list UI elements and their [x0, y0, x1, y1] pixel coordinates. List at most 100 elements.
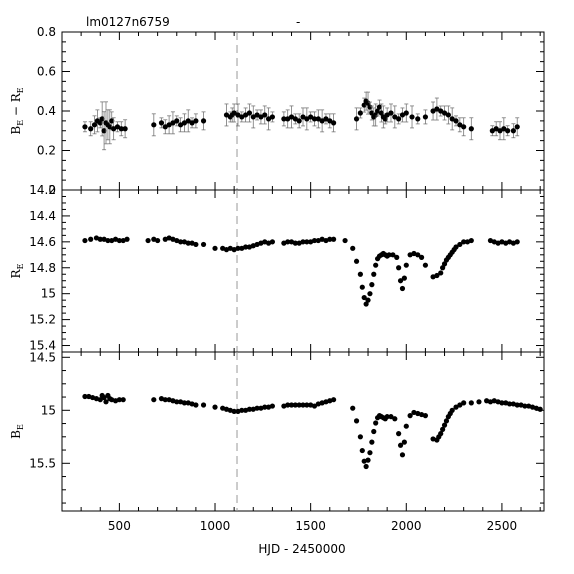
y-tick-label: 15.4: [29, 339, 56, 353]
data-point: [177, 122, 184, 128]
data-point: [114, 124, 121, 130]
data-point: [235, 112, 241, 118]
data-point: [269, 239, 275, 245]
data-point: [461, 124, 467, 130]
data-point: [177, 239, 184, 245]
data-point: [497, 128, 503, 134]
y-tick-label: 0.2: [37, 144, 56, 158]
data-point: [170, 120, 176, 126]
data-point: [350, 405, 356, 411]
data-point: [193, 241, 199, 248]
data-point: [292, 240, 298, 246]
data-point: [438, 270, 444, 276]
data-point: [359, 284, 365, 290]
data-point: [285, 239, 291, 245]
data-point: [438, 431, 444, 437]
panel-frame: [61, 189, 545, 353]
data-point: [514, 239, 520, 245]
data-point: [401, 275, 407, 281]
data-point: [537, 406, 543, 412]
x-tick-label: 2000: [391, 519, 422, 533]
data-point: [363, 463, 369, 470]
data-point: [103, 399, 109, 405]
data-point: [181, 120, 188, 126]
data-point: [388, 414, 394, 420]
data-point: [342, 237, 348, 244]
data-point: [304, 239, 310, 245]
data-point: [461, 239, 467, 245]
y-tick-label: 14.8: [29, 261, 56, 275]
data-point: [97, 236, 103, 242]
data-point: [82, 393, 88, 400]
data-point: [367, 291, 373, 297]
data-point: [162, 124, 168, 130]
data-point: [304, 402, 310, 408]
data-point: [384, 414, 390, 420]
data-point: [327, 236, 333, 242]
data-point: [331, 397, 337, 403]
data-point: [262, 112, 268, 118]
data-point: [453, 118, 459, 124]
data-point: [353, 258, 360, 264]
data-point: [311, 403, 318, 409]
data-point: [166, 122, 172, 128]
data-point: [457, 122, 463, 128]
data-point: [403, 262, 409, 268]
data-point: [449, 407, 455, 413]
data-point: [443, 418, 450, 424]
data-point: [353, 116, 360, 122]
y-tick-label: 14.2: [29, 183, 56, 197]
data-point: [396, 116, 402, 122]
data-point: [382, 116, 388, 122]
data-point: [246, 406, 253, 412]
data-point: [363, 301, 369, 307]
data-point: [145, 237, 151, 244]
data-point: [181, 400, 188, 406]
data-point: [239, 114, 245, 120]
data-point: [311, 237, 318, 244]
object-title: lm0127n6759: [86, 15, 170, 29]
data-point: [189, 120, 195, 126]
data-point: [243, 112, 249, 118]
data-point: [397, 278, 404, 284]
y-tick-label: 14.5: [29, 350, 56, 364]
data-point: [88, 126, 94, 132]
data-point: [304, 116, 310, 122]
data-point: [151, 397, 157, 403]
data-point: [397, 442, 404, 448]
data-point: [378, 110, 385, 116]
y-tick-label: 14.4: [29, 209, 56, 223]
y-tick-label: 15.5: [29, 456, 56, 470]
data-point: [514, 124, 520, 130]
chart-panels: 0 0.2 0.4 0.6 0.8 BE − RE 14.2 14.4 14.6 14.8 15 15…: [9, 25, 545, 533]
data-point: [461, 400, 467, 406]
data-point: [331, 120, 337, 126]
data-point: [422, 262, 429, 268]
data-point: [369, 110, 375, 116]
data-series: [82, 235, 520, 307]
data-point: [396, 431, 402, 437]
data-point: [392, 114, 398, 120]
data-point: [124, 236, 130, 242]
x-tick-label: 1500: [295, 519, 326, 533]
data-point: [285, 116, 291, 122]
data-point: [353, 418, 360, 424]
data-point: [457, 402, 463, 408]
data-point: [415, 116, 421, 122]
data-point: [365, 457, 371, 463]
data-point: [418, 254, 425, 260]
data-point: [292, 402, 298, 408]
panel-2: 14.2 14.4 14.6 14.8 15 15.2 15.4 RE: [9, 183, 545, 353]
data-point: [99, 116, 105, 122]
data-point: [262, 404, 268, 410]
data-point: [151, 122, 157, 128]
data-point: [384, 112, 390, 118]
data-point: [162, 397, 168, 403]
data-point: [506, 401, 513, 407]
y-tick-label: 0.6: [37, 65, 56, 79]
data-point: [415, 252, 421, 258]
data-point: [258, 114, 264, 120]
data-point: [118, 126, 124, 132]
y-tick-label: 15.2: [29, 313, 56, 327]
